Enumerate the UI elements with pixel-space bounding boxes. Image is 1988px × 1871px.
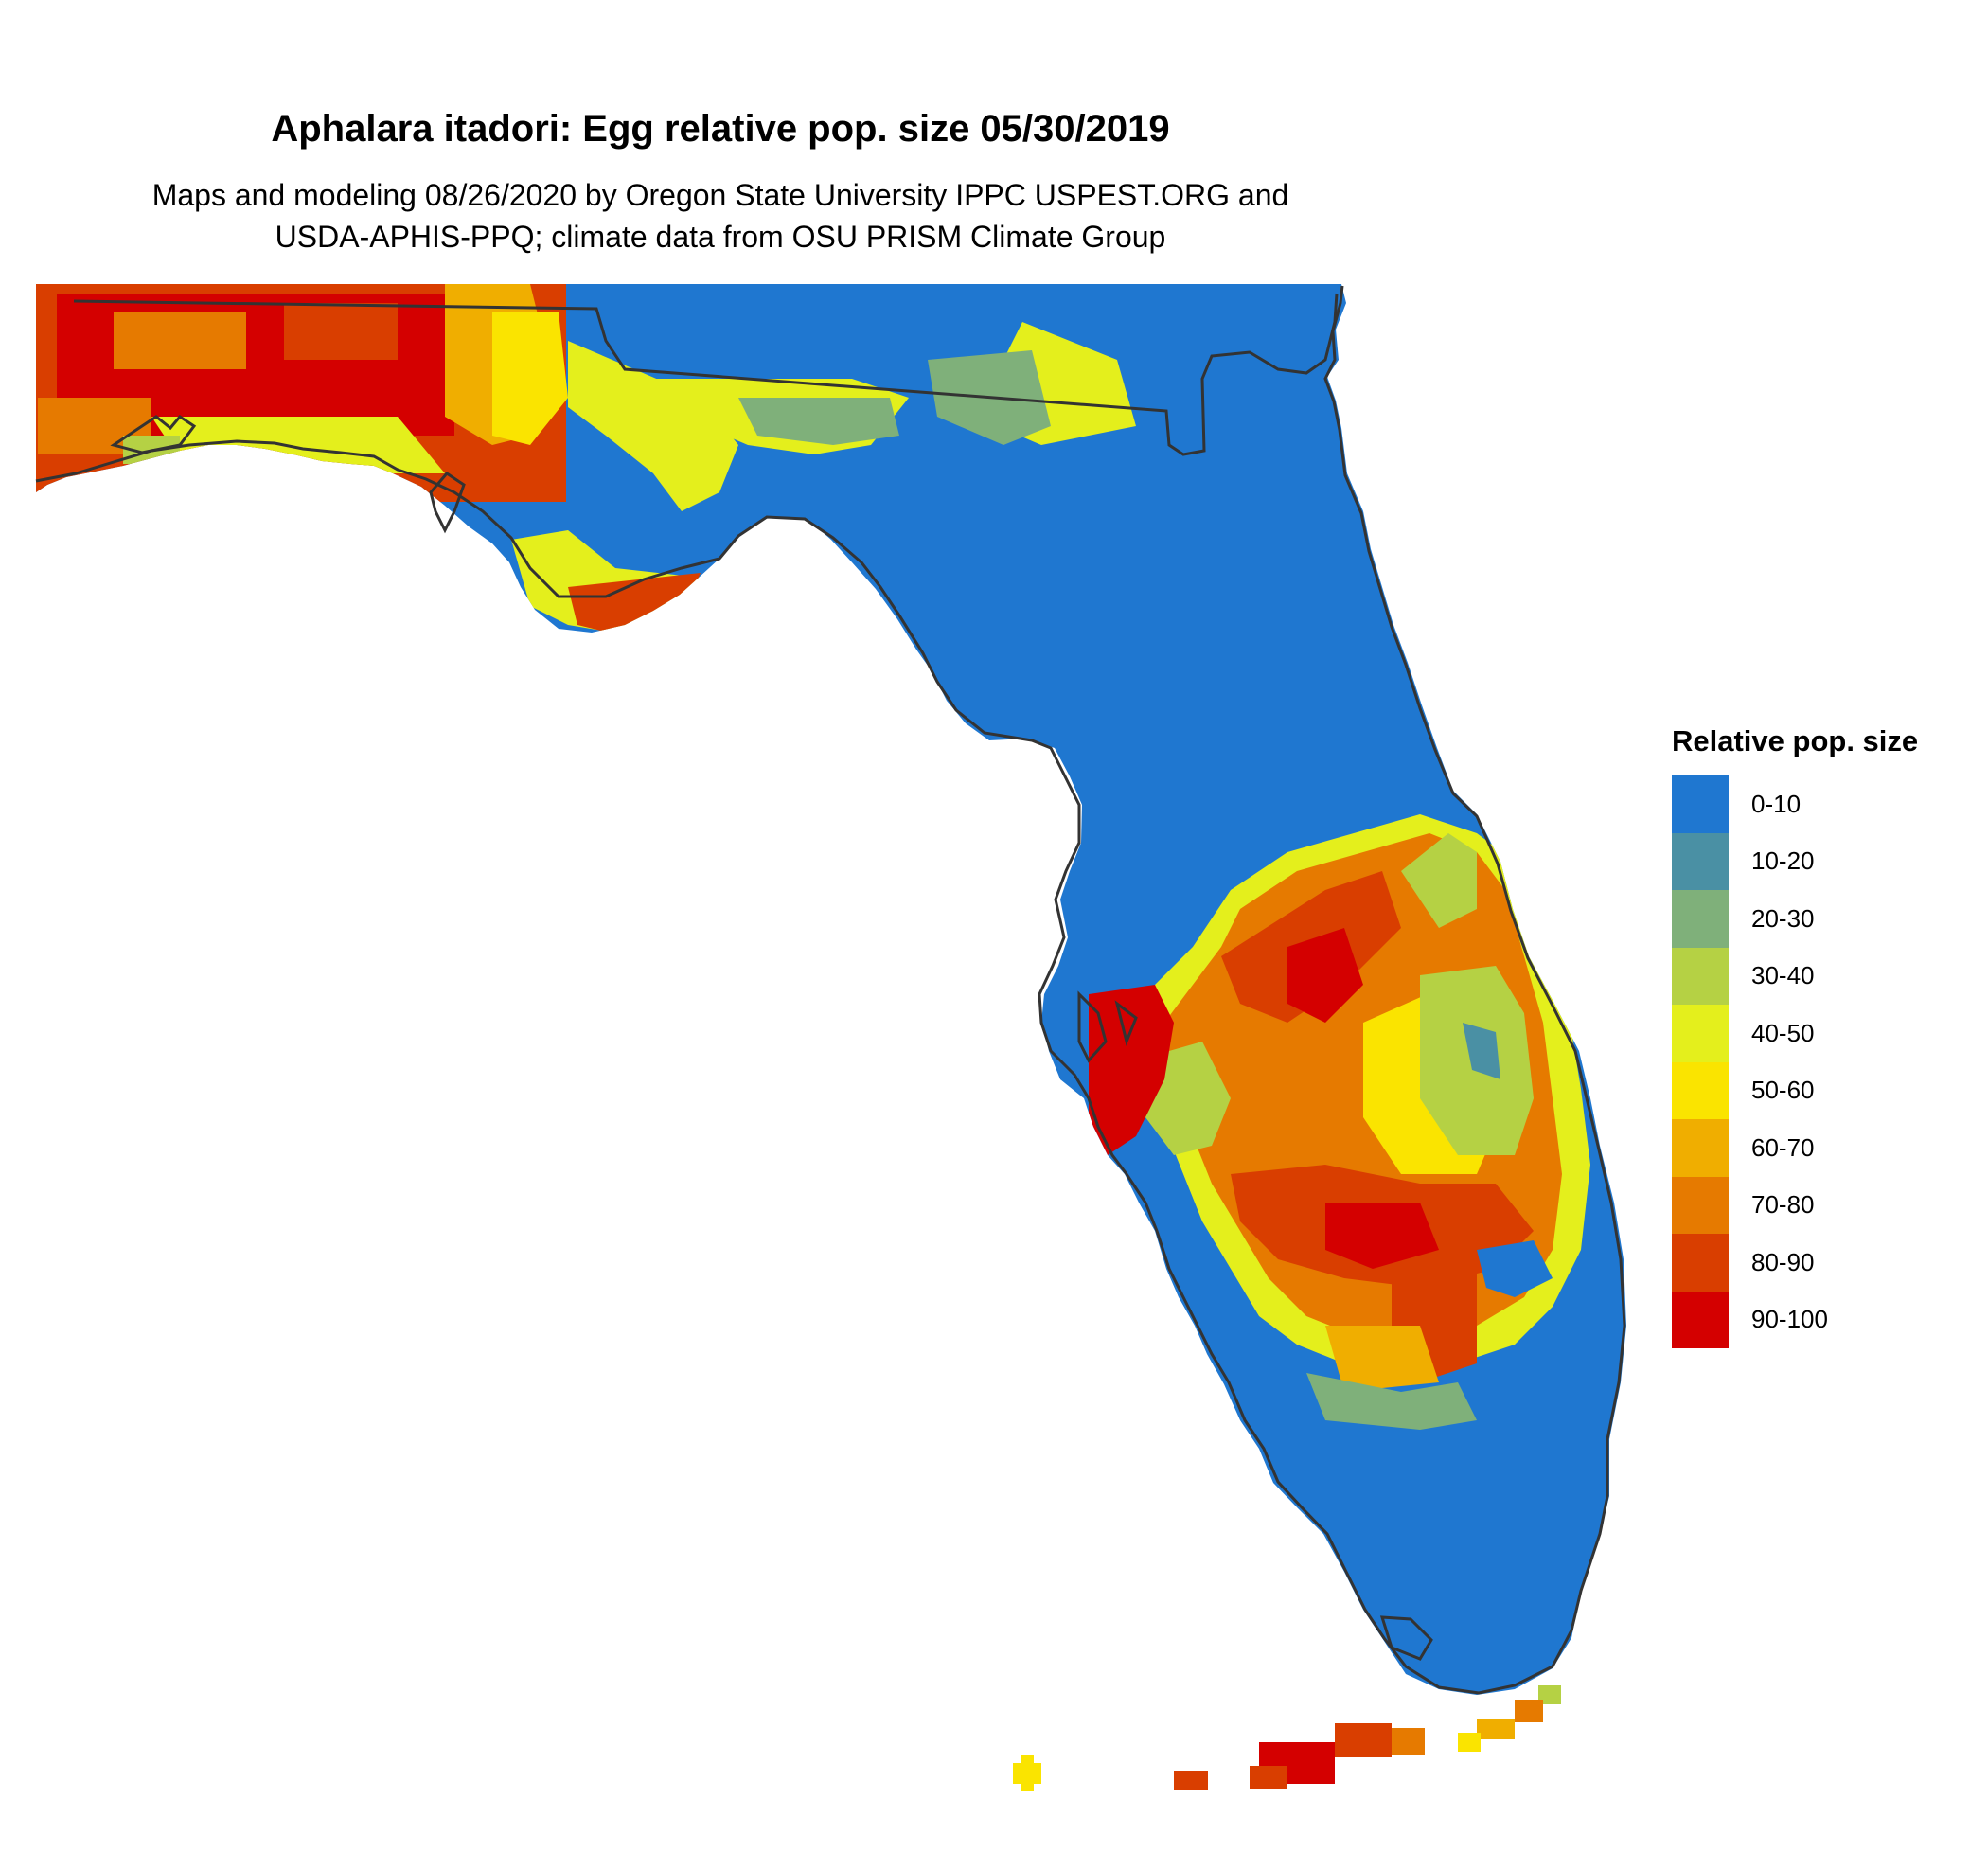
population-raster	[36, 284, 1626, 1695]
legend-item: 80-90	[1672, 1234, 1918, 1292]
legend-swatch	[1672, 1234, 1729, 1292]
legend-swatch	[1672, 947, 1729, 1005]
legend-item: 90-100	[1672, 1291, 1918, 1348]
state-boundaries	[35, 285, 1626, 1695]
legend-label: 0-10	[1751, 789, 1802, 818]
legend-swatch	[1672, 1005, 1729, 1062]
map-subtitle-line-1: Maps and modeling 08/26/2020 by Oregon S…	[151, 178, 1289, 212]
legend-item: 30-40	[1672, 947, 1918, 1005]
legend-swatch	[1672, 1291, 1729, 1348]
legend-label: 20-30	[1751, 903, 1815, 933]
legend-label: 10-20	[1751, 846, 1815, 876]
legend-label: 60-70	[1751, 1132, 1815, 1162]
legend-label: 50-60	[1751, 1076, 1815, 1105]
legend-swatch	[1672, 775, 1729, 833]
legend-label: 40-50	[1751, 1018, 1815, 1047]
legend-swatch	[1672, 832, 1729, 890]
map-subtitle-line-2: USDA-APHIS-PPQ; climate data from OSU PR…	[275, 220, 1166, 254]
legend-label: 90-100	[1751, 1305, 1828, 1334]
map-title: Aphalara itadori: Egg relative pop. size…	[271, 108, 1170, 150]
legend-item: 50-60	[1672, 1061, 1918, 1119]
legend-item: 70-80	[1672, 1176, 1918, 1234]
legend: Relative pop. size 0-10 10-20 20-30 30-40 40…	[1672, 724, 1918, 1348]
legend-swatch	[1672, 1061, 1729, 1119]
legend-swatch	[1672, 1176, 1729, 1234]
legend-swatch	[1672, 890, 1729, 948]
legend-item: 10-20	[1672, 832, 1918, 890]
legend-item: 40-50	[1672, 1005, 1918, 1062]
legend-item: 20-30	[1672, 890, 1918, 948]
legend-swatch	[1672, 1119, 1729, 1177]
florida-keys	[1013, 1685, 1561, 1791]
legend-title: Relative pop. size	[1672, 724, 1919, 757]
legend-label: 70-80	[1751, 1190, 1815, 1220]
legend-item: 60-70	[1672, 1119, 1918, 1177]
legend-label: 30-40	[1751, 961, 1815, 990]
legend-label: 80-90	[1751, 1247, 1815, 1276]
legend-items: 0-10 10-20 20-30 30-40 40-50 50-60 60-70 70-80 8…	[1672, 775, 1918, 1348]
legend-item: 0-10	[1672, 775, 1918, 833]
